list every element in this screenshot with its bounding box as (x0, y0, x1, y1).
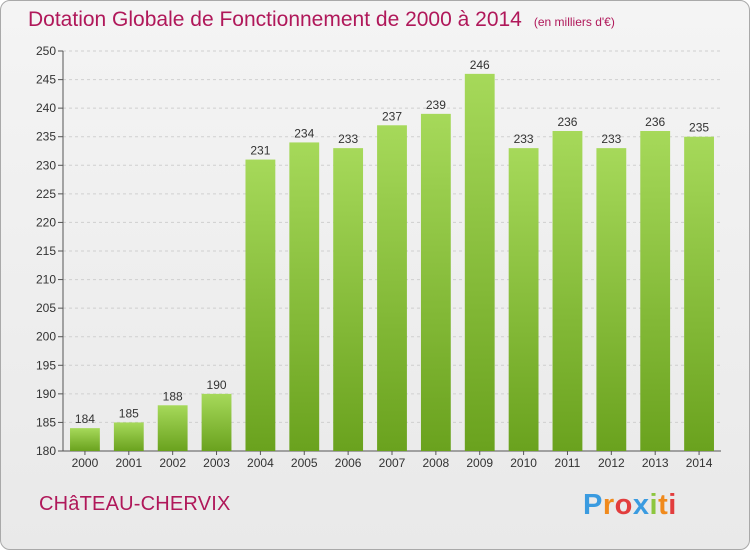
x-tick-label: 2011 (555, 456, 581, 470)
y-tick-label: 195 (36, 358, 56, 372)
chart-title-text: Dotation Globale de Fonctionnement de 20… (28, 8, 522, 31)
bar-value-label: 246 (470, 58, 490, 72)
y-tick-label: 180 (36, 444, 56, 458)
bars (70, 73, 714, 452)
y-tick-label: 190 (36, 387, 56, 401)
logo-letter: P (583, 489, 603, 521)
x-tick-label: 2010 (510, 456, 537, 470)
bar-value-label: 239 (426, 98, 446, 112)
logo-letter: i (649, 489, 659, 521)
y-tick-label: 200 (36, 330, 56, 344)
bar-value-label: 185 (119, 406, 139, 420)
x-tick-label: 2000 (72, 456, 99, 470)
proxiti-logo: Proxiti (583, 489, 677, 522)
y-tick-label: 205 (36, 301, 56, 315)
bar (70, 428, 100, 451)
y-tick-label: 250 (36, 44, 56, 58)
bar (377, 125, 407, 452)
x-tick-label: 2002 (159, 456, 186, 470)
x-tick-label: 2013 (642, 456, 669, 470)
bar (464, 73, 495, 451)
bar (289, 142, 320, 451)
bar (596, 148, 627, 451)
bar-value-label: 236 (645, 115, 665, 129)
bar (245, 159, 276, 452)
bar (508, 148, 539, 451)
chart-unit: (en milliers d'€) (533, 15, 615, 29)
y-tick-label: 235 (36, 130, 56, 144)
x-tick-label: 2012 (598, 456, 625, 470)
bar (684, 136, 714, 451)
y-tick-label: 215 (36, 244, 56, 258)
logo-letter: o (614, 489, 633, 521)
bar (157, 405, 188, 451)
x-tick-label: 2007 (379, 456, 406, 470)
chart-title: Dotation Globale de Fonctionnement de 20… (28, 8, 615, 32)
bar-value-label: 236 (557, 115, 577, 129)
x-tick-label: 2008 (423, 456, 450, 470)
x-tick-label: 2006 (335, 456, 362, 470)
bar (420, 113, 451, 451)
bar (552, 131, 583, 451)
x-tick-label: 2003 (203, 456, 230, 470)
bar-value-label: 234 (294, 126, 314, 140)
data-labels: 184 185 188 190 231 234 233 237 239 246 233 236 233 2… (75, 58, 709, 426)
bar-value-label: 188 (163, 389, 183, 403)
bar (333, 148, 364, 451)
logo-letter: i (668, 489, 677, 521)
axes: 180 185 190 195 200 205 210 215 220 225 230 235 240 2… (36, 44, 721, 470)
x-tick-label: 2014 (686, 456, 713, 470)
bar-value-label: 233 (338, 132, 358, 146)
x-tick-label: 2004 (247, 456, 274, 470)
y-tick-label: 245 (36, 73, 56, 87)
bar-value-label: 233 (514, 132, 534, 146)
bar-value-label: 184 (75, 412, 95, 426)
y-tick-label: 230 (36, 158, 56, 172)
x-tick-label: 2009 (466, 456, 493, 470)
bar-value-label: 233 (601, 132, 621, 146)
logo-letter: r (602, 489, 615, 521)
logo-letter: x (632, 489, 650, 521)
bar-value-label: 190 (207, 378, 227, 392)
y-tick-label: 210 (36, 273, 56, 287)
bar (201, 393, 232, 451)
x-tick-label: 2001 (115, 456, 142, 470)
bar (113, 422, 144, 451)
commune-name: CHâTEAU-CHERVIX (39, 493, 231, 515)
x-tick-label: 2005 (291, 456, 318, 470)
y-tick-label: 220 (36, 215, 56, 229)
bar (640, 131, 671, 451)
bar-value-label: 235 (689, 121, 709, 135)
logo-letter: t (658, 489, 669, 521)
y-tick-label: 185 (36, 415, 56, 429)
y-tick-label: 225 (36, 187, 56, 201)
bar-value-label: 231 (250, 144, 270, 158)
bar-value-label: 237 (382, 109, 402, 123)
y-tick-label: 240 (36, 101, 56, 115)
